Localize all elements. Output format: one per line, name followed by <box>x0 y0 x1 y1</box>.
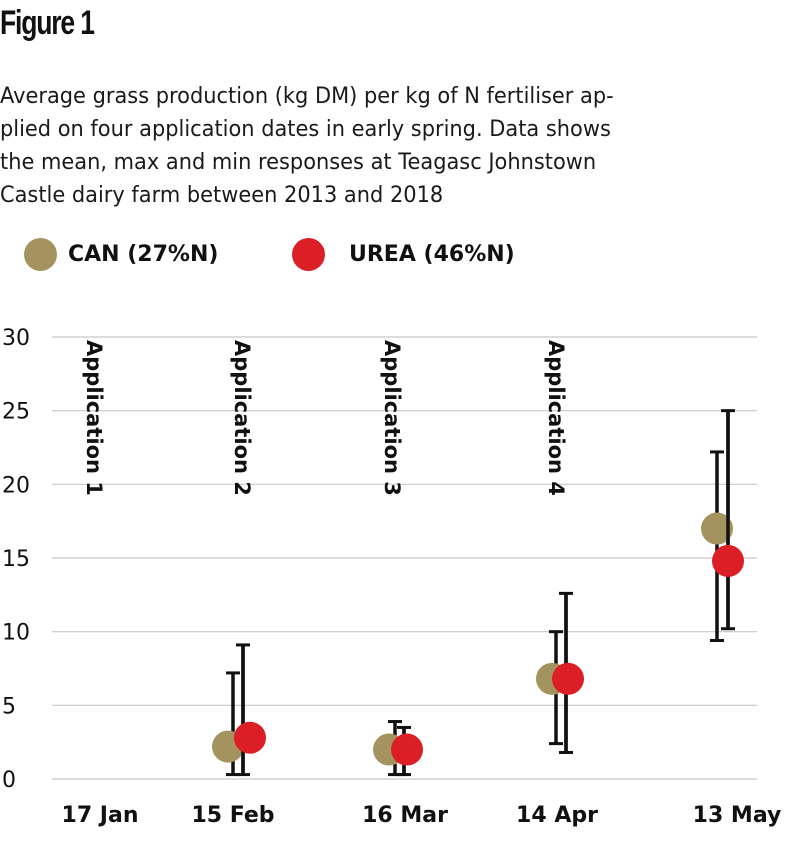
y-tick-label: 5 <box>2 694 16 719</box>
application-label: Application 1 <box>82 340 106 496</box>
data-point-urea <box>234 721 266 754</box>
legend-item-urea: UREA (46%N) <box>292 238 515 271</box>
figure-caption: Average grass production (kg DM) per kg … <box>0 80 735 212</box>
chart-legend: CAN (27%N) UREA (46%N) <box>0 238 790 278</box>
y-tick-label: 15 <box>2 547 30 572</box>
figure-title: Figure 1 <box>0 4 95 42</box>
application-labels: Application 1 Application 2 Application 3 A… <box>82 340 568 496</box>
data-point-urea <box>391 733 423 766</box>
y-tick-label: 25 <box>2 400 30 425</box>
caption-line: Average grass production (kg DM) per kg … <box>0 83 614 109</box>
gridlines <box>52 336 757 780</box>
caption-line: plied on four application dates in early… <box>0 116 611 142</box>
error-bars <box>226 409 735 777</box>
data-point-can <box>701 512 733 545</box>
legend-label-can: CAN (27%N) <box>68 242 219 267</box>
application-label: Application 3 <box>380 340 404 496</box>
x-tick-label: 15 Feb <box>191 803 274 828</box>
data-points <box>212 410 744 775</box>
legend-item-can: CAN (27%N) <box>24 238 218 271</box>
y-tick-label: 30 <box>2 326 30 351</box>
x-tick-label: 17 Jan <box>62 803 139 828</box>
y-tick-label: 20 <box>2 473 30 498</box>
legend-marker-can <box>24 238 57 271</box>
legend-label-urea: UREA (46%N) <box>349 242 515 267</box>
x-tick-label: 13 May <box>693 803 782 828</box>
application-label: Application 2 <box>230 340 254 496</box>
y-tick-label: 10 <box>2 621 30 646</box>
caption-line: the mean, max and min responses at Teaga… <box>0 149 597 175</box>
y-axis-ticks: 0 5 10 15 20 25 30 <box>2 326 30 793</box>
legend-marker-urea <box>292 238 325 271</box>
y-tick-label: 0 <box>2 768 16 793</box>
application-label: Application 4 <box>544 340 568 496</box>
error-bar <box>710 450 724 643</box>
x-axis-ticks: 17 Jan 15 Feb 16 Mar 14 Apr 13 May <box>62 803 782 828</box>
x-tick-label: 16 Mar <box>362 803 448 828</box>
data-point-urea <box>552 662 584 695</box>
caption-line: Castle dairy farm between 2013 and 2018 <box>0 182 444 208</box>
data-point-urea <box>712 544 744 577</box>
x-tick-label: 14 Apr <box>516 803 598 828</box>
